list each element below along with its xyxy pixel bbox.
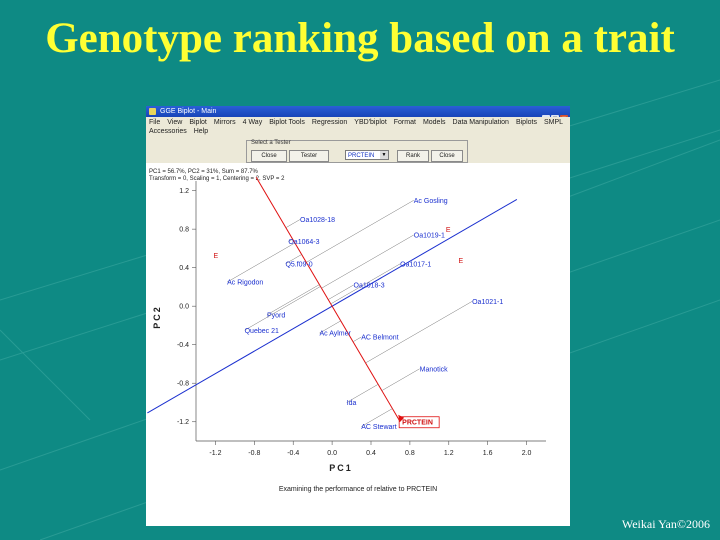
genotype-label: Manotick xyxy=(420,366,449,373)
status-text: PC1 = 56.7%, PC2 = 31%, Sum = 87.7% Tran… xyxy=(149,169,284,183)
x-tick-label: 1.2 xyxy=(444,450,454,457)
x-axis-label: PC1 xyxy=(329,463,353,473)
tester-panel-legend: Select a Tester xyxy=(251,140,291,146)
y-tick-label: 0.4 xyxy=(179,265,189,272)
y-axis-label: PC2 xyxy=(152,305,162,329)
projection-line xyxy=(285,254,302,265)
y-tick-label: -0.4 xyxy=(177,342,189,349)
genotype-label: Pyord xyxy=(267,312,285,319)
chart-caption: Examining the performance of relative to… xyxy=(278,486,438,493)
genotype-label: Q5.f09-0 xyxy=(285,261,312,268)
menu-models[interactable]: Models xyxy=(422,119,446,126)
projection-line xyxy=(266,284,320,316)
projection-line xyxy=(352,336,362,342)
projection-line xyxy=(285,219,301,228)
close-button-left[interactable]: Close xyxy=(251,150,287,162)
projection-line xyxy=(346,384,379,403)
tester-label-box xyxy=(398,416,440,429)
menu-file[interactable]: File xyxy=(149,119,161,126)
x-tick-label: 0.0 xyxy=(327,450,337,457)
projection-line xyxy=(328,284,354,300)
window-title: GGE Biplot - Main xyxy=(160,108,217,115)
tester-button[interactable]: Tester xyxy=(289,150,329,162)
menu-view[interactable]: View xyxy=(167,119,183,126)
projection-line xyxy=(288,238,293,242)
slide-title: Genotype ranking based on a trait xyxy=(45,15,675,62)
menu-biplot-tools[interactable]: Biplot Tools xyxy=(269,119,305,126)
genotype-label: Ac Rigodon xyxy=(227,280,263,287)
tester-select[interactable]: PRCTEIN ▼ xyxy=(345,150,389,160)
biplot-chart[interactable]: -1.2 -0.8 -0.4 0.0 0.4 0.8 1.2 1.6 2.0 1.2 0.8 0.4 0… xyxy=(146,106,570,526)
menu-help[interactable]: Help xyxy=(193,128,209,135)
menu-mirrors[interactable]: Mirrors xyxy=(213,119,236,126)
status-line-2: Transform = 0, Scaling = 1, Centering = … xyxy=(149,176,285,182)
projection-line xyxy=(330,263,401,305)
menu-row-1: File View Biplot Mirrors 4 Way Biplot Tools Re… xyxy=(149,118,570,127)
genotype-label: Ac Gosling xyxy=(414,198,448,205)
y-tick-label: -1.2 xyxy=(177,419,189,426)
environment-label: E xyxy=(459,258,464,265)
projection-line xyxy=(365,301,473,364)
chevron-down-icon[interactable]: ▼ xyxy=(380,151,388,159)
x-tick-label: -1.2 xyxy=(209,450,221,457)
x-tick-label: 1.6 xyxy=(483,450,493,457)
projection-line xyxy=(319,320,341,334)
biplot-window: GGE Biplot - Main _□× FileViewBiplotMirr… xyxy=(146,106,570,526)
projection-line xyxy=(244,286,321,331)
tester-axis-line xyxy=(255,177,401,422)
close-button-right[interactable]: Close xyxy=(431,150,463,162)
genotype-label: Oa1021-1 xyxy=(472,299,503,306)
y-tick-label: 0.0 xyxy=(179,304,189,311)
menu-data-manipulation[interactable]: Data Manipulation xyxy=(452,119,509,126)
menu-bar: File View Biplot Mirrors 4 Way Biplot Tools Re… xyxy=(146,117,570,137)
select-tester-panel: Select a Tester Close Tester PRCTEIN ▼ R… xyxy=(246,140,468,163)
menu-accessories[interactable]: Accessories xyxy=(149,128,187,135)
projection-line xyxy=(226,242,295,283)
projection-line xyxy=(361,408,393,427)
toolbar: Select a Tester Close Tester PRCTEIN ▼ R… xyxy=(146,137,570,163)
menu-row-2: Accessories Help xyxy=(149,127,215,136)
menu-regression[interactable]: Regression xyxy=(311,119,348,126)
x-tick-label: -0.8 xyxy=(248,450,260,457)
projection-line xyxy=(306,200,414,263)
genotype-label: AC Belmont xyxy=(361,335,398,342)
menu-format[interactable]: Format xyxy=(393,119,416,126)
genotype-label: AC Stewart xyxy=(361,424,396,431)
tester-label: PRCTEIN xyxy=(402,420,433,427)
x-tick-label: 2.0 xyxy=(522,450,532,457)
menu-biplot[interactable]: Biplot xyxy=(189,119,207,126)
genotype-label: Oa1017-1 xyxy=(400,261,431,268)
environment-label: E xyxy=(214,253,219,260)
x-tick-label: 0.8 xyxy=(405,450,415,457)
x-tick-label: 0.4 xyxy=(366,450,376,457)
y-tick-label: -0.8 xyxy=(177,381,189,388)
menu-smpl[interactable]: SMPL xyxy=(543,119,564,126)
genotype-label: Quebec 21 xyxy=(245,328,279,335)
menu-4way[interactable]: 4 Way xyxy=(242,119,263,126)
genotype-label: Ida xyxy=(347,400,357,407)
rank-button[interactable]: Rank xyxy=(397,150,429,162)
y-tick-label: 1.2 xyxy=(179,188,189,195)
app-icon xyxy=(149,108,156,115)
genotype-label: Ac Aylmer xyxy=(319,331,351,338)
y-tick-label: 0.8 xyxy=(179,227,189,234)
genotype-label: Oa1019-1 xyxy=(414,232,445,239)
menu-biplots[interactable]: Biplots xyxy=(515,119,537,126)
genotype-label: Oa1064-3 xyxy=(288,239,319,246)
projection-line xyxy=(381,368,420,391)
environment-label: E xyxy=(446,227,451,234)
tester-select-value: PRCTEIN xyxy=(348,153,375,159)
menu-ybd-biplot[interactable]: YBD'biplot xyxy=(354,119,387,126)
projection-line xyxy=(321,234,414,289)
status-line-1: PC1 = 56.7%, PC2 = 31%, Sum = 87.7% xyxy=(149,169,258,175)
slide-credit: Weikai Yan©2006 xyxy=(621,517,710,531)
x-tick-label: -0.4 xyxy=(287,450,299,457)
genotype-label: Oa1028-18 xyxy=(300,217,335,224)
genotype-label: Oa1018-3 xyxy=(354,283,385,290)
